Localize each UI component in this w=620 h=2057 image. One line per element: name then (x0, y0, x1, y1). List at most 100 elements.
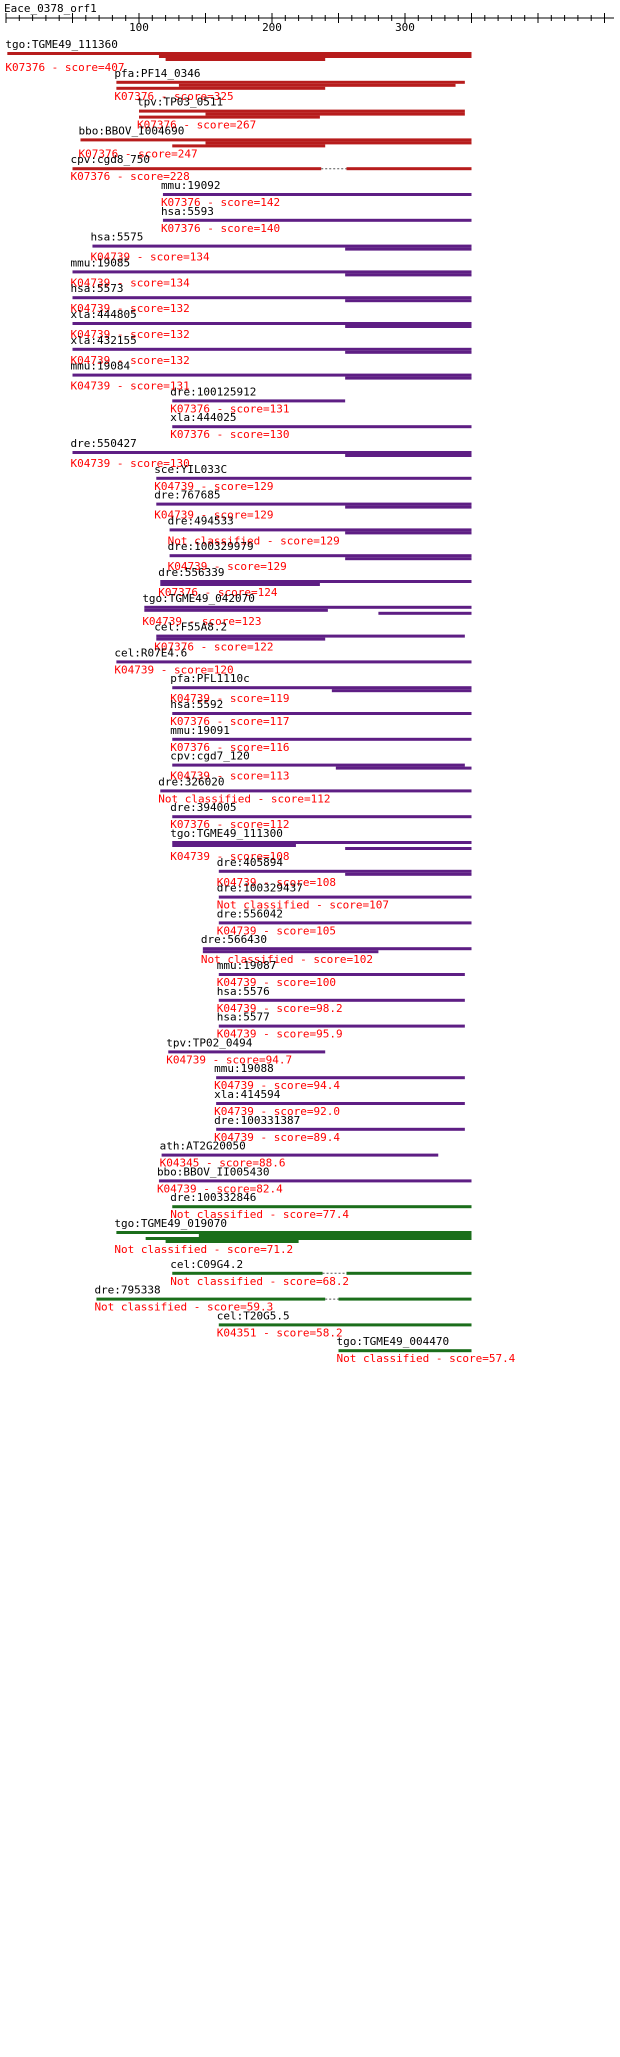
hit-name-link[interactable]: tpv:TP02_0494 (166, 1036, 252, 1049)
hit-score-link[interactable]: K07376 - score=116 (170, 741, 289, 754)
hit-score-link[interactable]: K04739 - score=89.4 (214, 1131, 340, 1144)
hit-name-link[interactable]: xla:444805 (71, 308, 137, 321)
hit-name-link[interactable]: hsa:5593 (161, 205, 214, 218)
hit-score-link[interactable]: K04739 - score=94.7 (166, 1053, 292, 1066)
hit-name-link[interactable]: dre:100331387 (214, 1114, 300, 1127)
hit-score-link[interactable]: K04739 - score=113 (170, 770, 289, 783)
hit-name-link[interactable]: bbo:BBOV_II005430 (157, 1165, 270, 1178)
hit-score-link[interactable]: K04739 - score=129 (168, 560, 287, 573)
hit-score-link[interactable]: K07376 - score=267 (137, 119, 256, 132)
hit-name-link[interactable]: hsa:5577 (217, 1011, 270, 1024)
hit-score-link[interactable]: K04739 - score=100 (217, 976, 336, 989)
hit-name-link[interactable]: cel:C09G4.2 (170, 1258, 243, 1271)
hit-score-link[interactable]: K04739 - score=131 (71, 380, 190, 393)
hit-name-link[interactable]: tgo:TGME49_042070 (142, 592, 255, 605)
hit-score-link[interactable]: K07376 - score=247 (78, 147, 197, 160)
hit-name-link[interactable]: tpv:TP03_0511 (137, 96, 223, 109)
hit-score-link[interactable]: Not classified - score=102 (201, 953, 373, 966)
hit-score-link[interactable]: K04739 - score=134 (90, 251, 210, 264)
hit-score-link[interactable]: K04739 - score=82.4 (157, 1182, 283, 1195)
hit-score-link[interactable]: K04739 - score=105 (217, 924, 336, 937)
hit-score-link[interactable]: Not classified - score=129 (168, 534, 340, 547)
hit-name-link[interactable]: ath:AT2G20050 (160, 1140, 246, 1153)
hit-name-link[interactable]: cpv:cgd8_750 (71, 153, 150, 166)
hit-name-link[interactable]: hsa:5576 (217, 985, 270, 998)
hit-name-link[interactable]: dre:767685 (154, 489, 220, 502)
hit-score-link[interactable]: K07376 - score=407 (5, 61, 124, 74)
hit-name-link[interactable]: mmu:19088 (214, 1062, 274, 1075)
hit-name-link[interactable]: xla:414594 (214, 1088, 281, 1101)
hit-name-link[interactable]: cel:R07E4.6 (114, 646, 187, 659)
hit-name-link[interactable]: dre:405894 (217, 856, 284, 869)
hit-score-link[interactable]: Not classified - score=57.4 (337, 1352, 516, 1365)
hit-name-link[interactable]: mmu:19091 (170, 724, 230, 737)
hit-name-link[interactable]: dre:100329979 (168, 540, 254, 553)
hit-score-link[interactable]: K07376 - score=131 (170, 402, 289, 415)
hit-score-link[interactable]: K04739 - score=132 (71, 354, 190, 367)
hit-name-link[interactable]: dre:795338 (94, 1284, 160, 1297)
hit-name-link[interactable]: bbo:BBOV_I004690 (78, 124, 184, 137)
hit-score-link[interactable]: K04739 - score=108 (170, 850, 289, 863)
hit-name-link[interactable]: pfa:PF14_0346 (114, 67, 200, 80)
hit-name-link[interactable]: dre:556042 (217, 907, 283, 920)
hit-score-link[interactable]: K07376 - score=117 (170, 715, 289, 728)
hit-name-link[interactable]: dre:100332846 (170, 1191, 256, 1204)
hit-name-link[interactable]: tgo:TGME49_004470 (337, 1335, 450, 1348)
hit-score-link[interactable]: Not classified - score=68.2 (170, 1275, 349, 1288)
hit-score-link[interactable]: K04739 - score=108 (217, 876, 336, 889)
hit-name-link[interactable]: mmu:19092 (161, 179, 221, 192)
hit-name-link[interactable]: mmu:19087 (217, 959, 277, 972)
hit-score-link[interactable]: K04351 - score=58.2 (217, 1326, 343, 1339)
hit-score-link[interactable]: K04739 - score=94.4 (214, 1079, 340, 1092)
hit-name-link[interactable]: cel:F55A8.2 (154, 621, 227, 634)
hit-score-link[interactable]: K07376 - score=325 (114, 90, 233, 103)
hit-score-link[interactable]: K04739 - score=132 (71, 328, 190, 341)
hit-score-link[interactable]: Not classified - score=77.4 (170, 1208, 349, 1221)
hit-name-link[interactable]: tgo:TGME49_111300 (170, 827, 283, 840)
hit-score-link[interactable]: K07376 - score=140 (161, 222, 280, 235)
hit-name-link[interactable]: xla:444025 (170, 411, 236, 424)
hit-name-link[interactable]: hsa:5575 (90, 231, 143, 244)
hit-name-link[interactable]: pfa:PFL1110c (170, 672, 249, 685)
hit-score-link[interactable]: Not classified - score=59.3 (94, 1301, 273, 1314)
hit-score-link[interactable]: K07376 - score=112 (170, 818, 289, 831)
hit-score-link[interactable]: K04739 - score=95.9 (217, 1028, 343, 1041)
hit-name-link[interactable]: dre:556339 (158, 566, 224, 579)
hit-name-link[interactable]: dre:100329437 (217, 882, 303, 895)
hit-score-link[interactable]: K04739 - score=98.2 (217, 1002, 343, 1015)
hit-score-link[interactable]: K07376 - score=122 (154, 641, 273, 654)
hit-name-link[interactable]: hsa:5592 (170, 698, 223, 711)
hit-name-link[interactable]: sce:YIL033C (154, 463, 227, 476)
hit-score-link[interactable]: K04739 - score=123 (142, 615, 261, 628)
hit-name-link[interactable]: dre:394005 (170, 801, 236, 814)
hit-score-link[interactable]: K07376 - score=124 (158, 586, 278, 599)
hit-name-link[interactable]: tgo:TGME49_019070 (114, 1217, 227, 1230)
hit-score-link[interactable]: Not classified - score=71.2 (114, 1243, 293, 1256)
hit-score-link[interactable]: Not classified - score=112 (158, 792, 330, 805)
hit-score-link[interactable]: K04739 - score=130 (71, 457, 190, 470)
hit-score-link[interactable]: K04739 - score=129 (154, 480, 273, 493)
hit-name-link[interactable]: cpv:cgd7_120 (170, 750, 249, 763)
hit-name-link[interactable]: mmu:19084 (71, 360, 131, 373)
hit-name-link[interactable]: hsa:5573 (71, 282, 124, 295)
hit-name-link[interactable]: dre:566430 (201, 933, 267, 946)
hit-score-link[interactable]: K04739 - score=134 (71, 276, 191, 289)
hit-name-link[interactable]: mmu:19085 (71, 256, 131, 269)
hit-name-link[interactable]: cel:T20G5.5 (217, 1309, 290, 1322)
hit-score-link[interactable]: K04739 - score=119 (170, 692, 289, 705)
hit-name-link[interactable]: dre:100125912 (170, 385, 256, 398)
hit-score-link[interactable]: K07376 - score=142 (161, 196, 280, 209)
hit-name-link[interactable]: tgo:TGME49_111360 (5, 38, 118, 51)
hit-score-link[interactable]: K04345 - score=88.6 (160, 1157, 286, 1170)
hit-name-link[interactable]: dre:550427 (71, 437, 137, 450)
hit-name-link[interactable]: xla:432155 (71, 334, 137, 347)
hit-score-link[interactable]: K04739 - score=92.0 (214, 1105, 340, 1118)
hit-score-link[interactable]: K04739 - score=132 (71, 302, 190, 315)
hit-score-link[interactable]: K04739 - score=120 (114, 663, 233, 676)
hit-score-link[interactable]: Not classified - score=107 (217, 899, 389, 912)
hit-score-link[interactable]: K07376 - score=130 (170, 428, 289, 441)
hit-score-link[interactable]: K04739 - score=129 (154, 509, 273, 522)
hit-name-link[interactable]: dre:494533 (168, 514, 234, 527)
hit-name-link[interactable]: dre:326020 (158, 775, 224, 788)
hit-score-link[interactable]: K07376 - score=228 (71, 170, 190, 183)
